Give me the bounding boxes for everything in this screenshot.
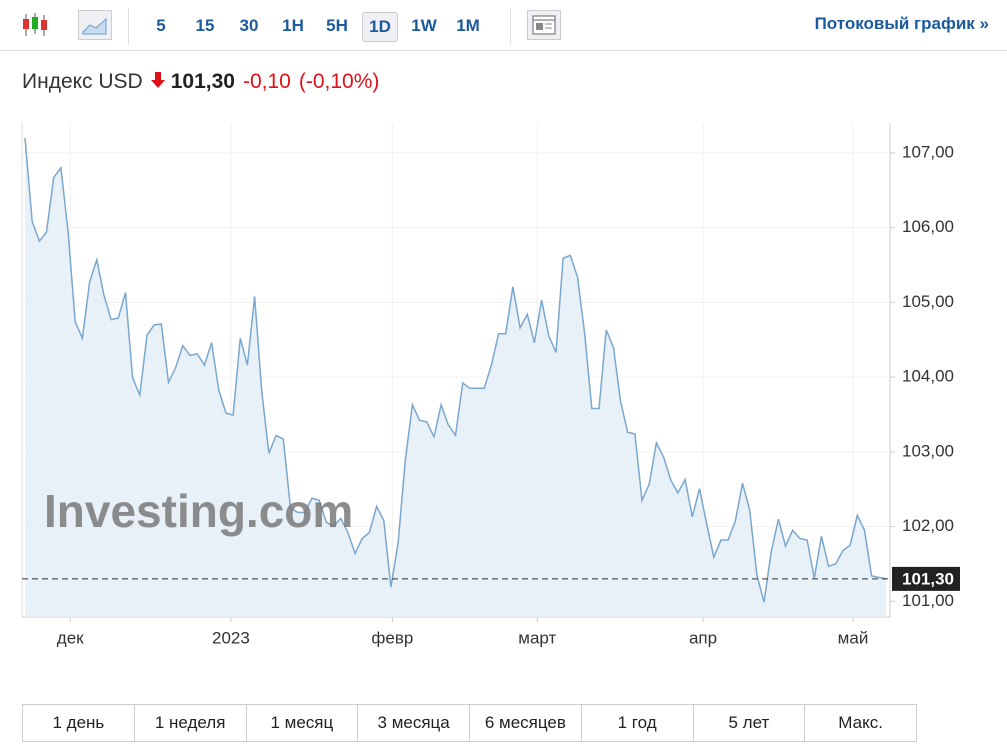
x-tick-label: 2023 <box>212 628 250 647</box>
y-tick-label: 103,00 <box>902 441 954 460</box>
y-tick-label: 105,00 <box>902 292 954 311</box>
separator <box>128 8 129 44</box>
range-button[interactable]: 1 месяц <box>247 705 359 741</box>
change-percent: (-0,10%) <box>298 70 380 93</box>
interval-button[interactable]: 5H <box>326 16 348 35</box>
x-tick-label: апр <box>689 628 717 647</box>
stream-link[interactable]: Потоковый график » <box>814 14 989 33</box>
range-button[interactable]: 1 день <box>23 705 135 741</box>
range-button[interactable]: Макс. <box>838 713 883 732</box>
candle-icon[interactable] <box>20 10 50 40</box>
y-tick-label: 106,00 <box>902 217 954 236</box>
x-tick-label: февр <box>371 628 413 647</box>
y-tick-label: 104,00 <box>902 367 954 386</box>
range-button[interactable]: 1 год <box>582 705 694 741</box>
chart: 101,00 102,00 103,00 104,00 105,00 106,00 107,… <box>21 123 960 647</box>
x-tick-label: март <box>518 628 556 647</box>
area-icon[interactable] <box>78 10 112 40</box>
last-price-label: 101,30 <box>902 569 954 588</box>
range-button[interactable]: 6 месяцев <box>470 705 582 741</box>
interval-button[interactable]: 5 <box>156 16 166 35</box>
toolbar: 5 15 30 1H 5H 1D 1W 1M Потоковый график » <box>0 0 1007 51</box>
down-arrow <box>150 72 165 88</box>
interval-button[interactable]: 1M <box>456 16 480 35</box>
news-icon[interactable] <box>527 10 561 40</box>
y-tick-label: 107,00 <box>902 142 954 161</box>
x-tick-label: май <box>838 628 869 647</box>
y-tick-label: 102,00 <box>902 516 954 535</box>
instrument-name: Индекс USD <box>22 70 143 93</box>
range-button[interactable]: 3 месяца <box>358 705 470 741</box>
range-buttons: 1 день 1 неделя 1 месяц 3 месяца 6 месяцев 1 … <box>22 704 917 742</box>
separator <box>510 8 511 44</box>
range-button[interactable]: 5 лет <box>694 705 806 741</box>
price: 101,30 <box>170 70 235 93</box>
y-tick-label: 101,00 <box>902 591 954 610</box>
watermark: Investing.com <box>44 485 353 537</box>
last-price-box <box>892 566 960 591</box>
interval-button[interactable]: 1D <box>362 12 398 42</box>
x-tick-label: дек <box>57 628 84 647</box>
range-button[interactable]: 1 неделя <box>135 705 247 741</box>
price-line <box>24 137 887 603</box>
quote-header: Индекс USD 101,30 -0,10 (-0,10%) <box>22 70 387 94</box>
area-fill <box>25 137 886 617</box>
change: -0,10 <box>242 70 291 93</box>
interval-button[interactable]: 1H <box>282 16 304 35</box>
interval-button[interactable]: 15 <box>195 16 215 35</box>
interval-button[interactable]: 30 <box>239 16 259 35</box>
interval-button[interactable]: 1W <box>411 16 437 35</box>
